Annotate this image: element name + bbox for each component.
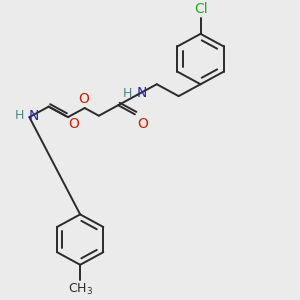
Text: O: O	[137, 117, 148, 130]
Text: CH$_3$: CH$_3$	[68, 282, 93, 297]
Text: Cl: Cl	[194, 2, 208, 16]
Text: N: N	[29, 109, 39, 123]
Text: H: H	[15, 109, 24, 122]
Text: O: O	[68, 117, 79, 131]
Text: O: O	[78, 92, 89, 106]
Text: H: H	[123, 87, 132, 100]
Text: N: N	[137, 86, 147, 100]
